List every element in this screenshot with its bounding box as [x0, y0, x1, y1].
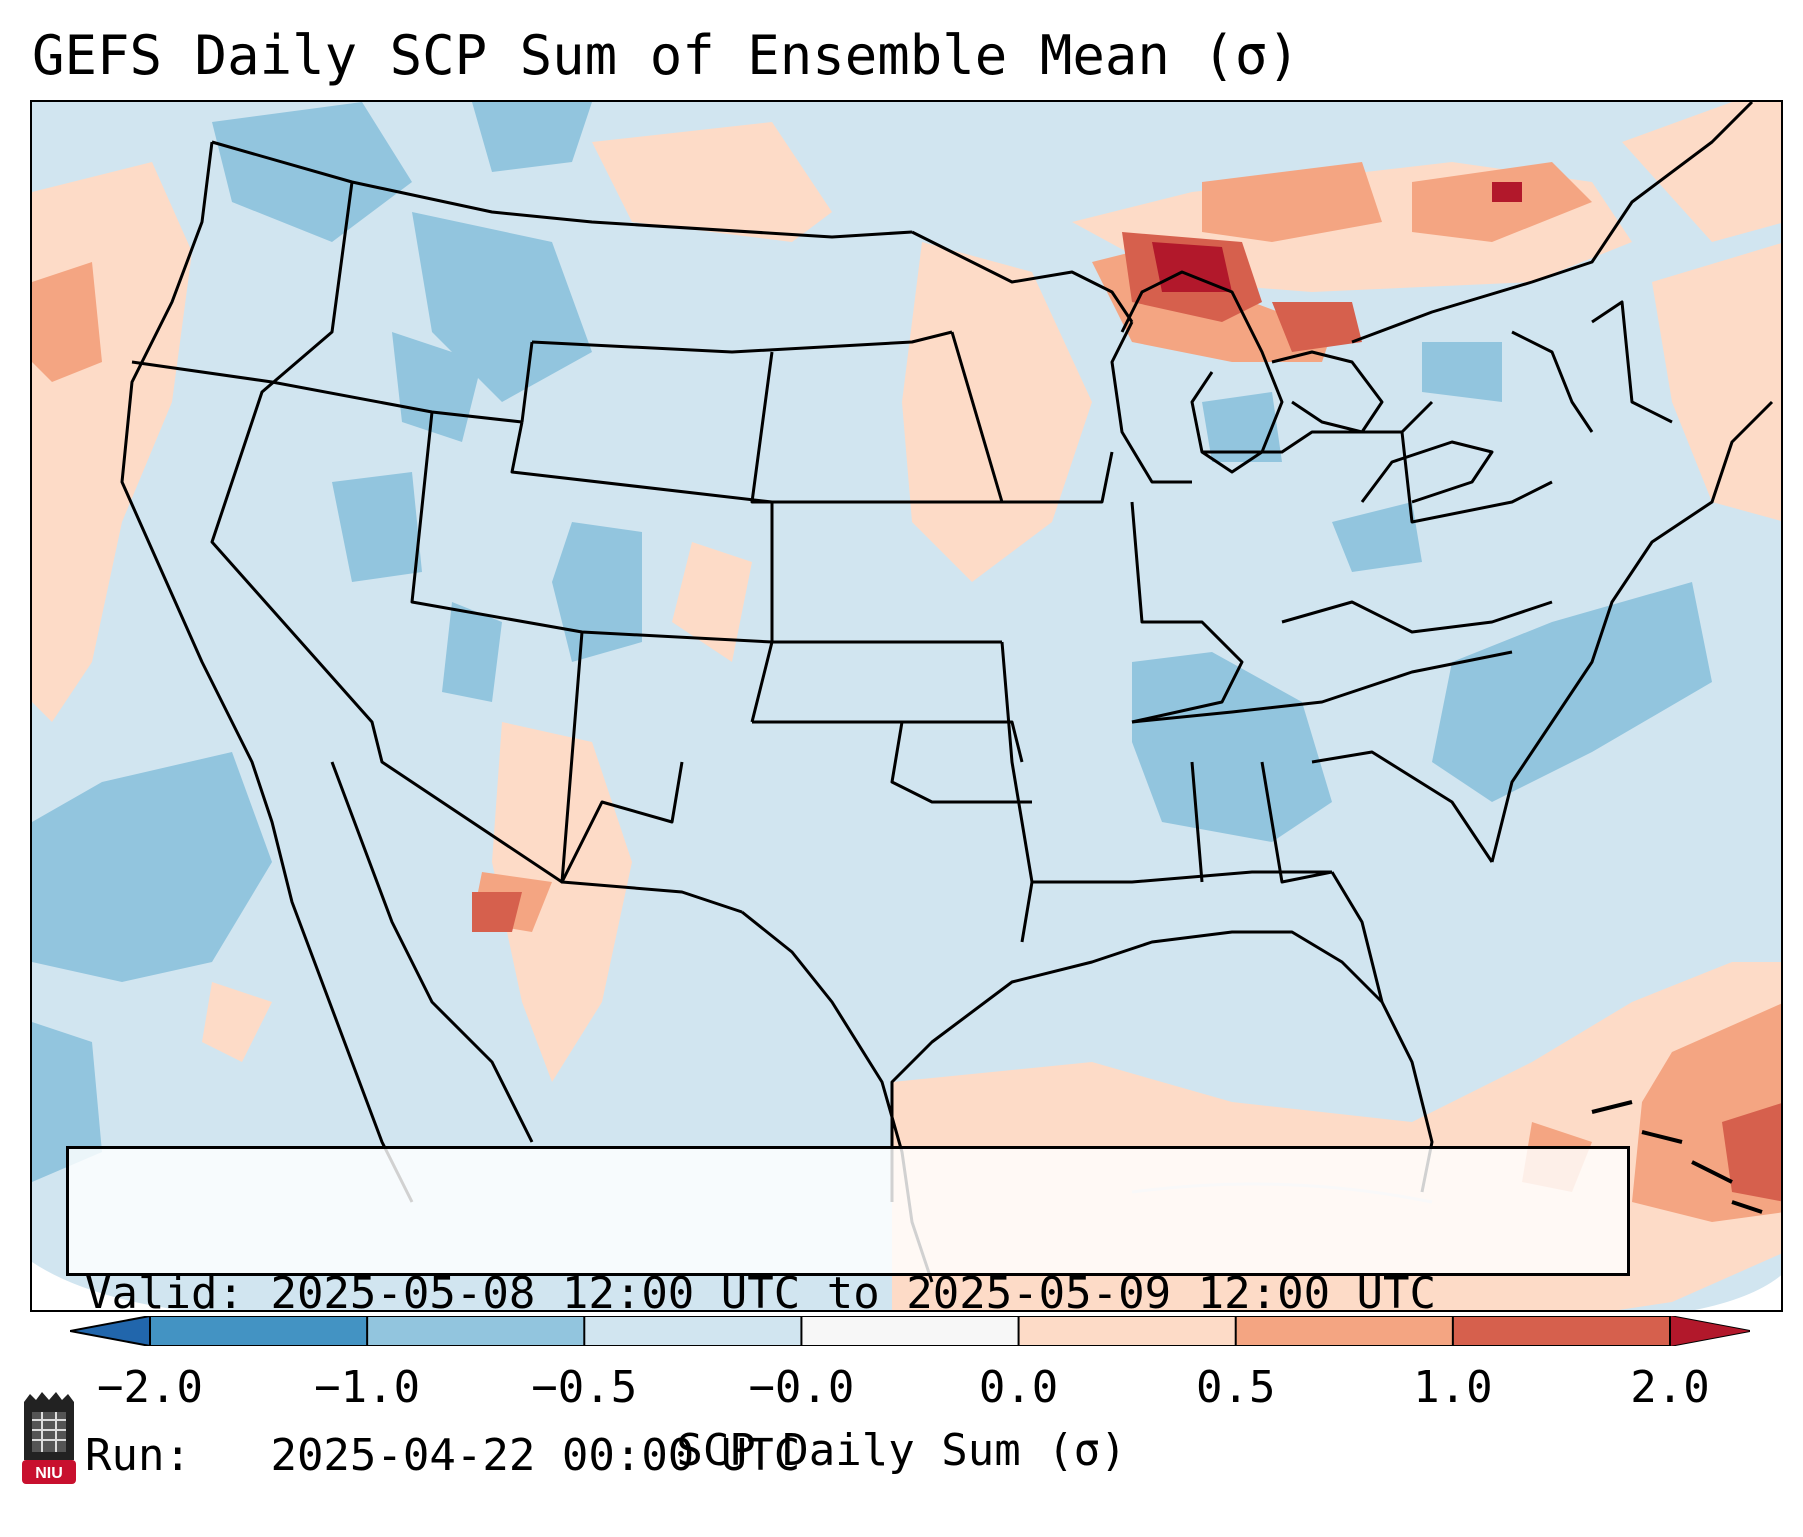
colorbar-tick-label: −0.5 — [531, 1362, 638, 1413]
projection-edge-right — [1694, 1275, 1781, 1310]
colorbar-extend-low — [70, 1316, 150, 1346]
colorbar-extend-high — [1670, 1316, 1750, 1346]
colorbar-tick-label: −2.0 — [97, 1362, 203, 1413]
caribbean-islands — [1591, 1100, 1763, 1214]
state-boundaries — [131, 102, 1754, 943]
svg-text:NIU: NIU — [35, 1465, 63, 1482]
map-title: GEFS Daily SCP Sum of Ensemble Mean (σ) — [32, 24, 1300, 87]
valid-label: Valid: — [85, 1268, 244, 1319]
run-label: Run: — [85, 1430, 191, 1481]
colorbar-segment — [801, 1316, 1020, 1346]
colorbar-tick-label: 0.0 — [978, 1362, 1059, 1413]
anomaly-extreme-positive — [1152, 182, 1522, 292]
colorbar-tick-label: −0.0 — [748, 1362, 855, 1413]
colorbar-tick-label: 2.0 — [1630, 1362, 1710, 1413]
run-value: 2025-04-22 00:00 UTC — [270, 1430, 801, 1481]
colorbar-tick-label: 0.5 — [1195, 1362, 1276, 1413]
colorbar — [70, 1316, 1750, 1346]
colorbar-tick-label: 1.0 — [1413, 1362, 1493, 1413]
colorbar-segment — [367, 1316, 585, 1346]
niu-logo: NIU — [22, 1392, 76, 1484]
map-panel[interactable] — [30, 100, 1783, 1312]
anomaly-medium-negative — [32, 102, 1712, 1182]
valid-value: 2025-05-08 12:00 UTC to 2025-05-09 12:00… — [270, 1268, 1437, 1319]
colorbar-segment — [1235, 1316, 1454, 1346]
valid-run-info-box: Valid: 2025-05-08 12:00 UTC to 2025-05-0… — [66, 1146, 1630, 1481]
map-canvas — [32, 102, 1781, 1310]
colorbar-segment — [1018, 1316, 1237, 1346]
colorbar-segment — [1452, 1316, 1671, 1346]
valid-line: Valid: 2025-05-08 12:00 UTC to 2025-05-0… — [85, 1267, 1611, 1321]
colorbar-segment — [584, 1316, 802, 1346]
colorbar-tick-label: −1.0 — [314, 1362, 421, 1413]
colorbar-segment — [150, 1316, 368, 1346]
colorbar-label: SCP Daily Sum (σ) — [676, 1425, 1127, 1476]
run-line: Run: 2025-04-22 00:00 UTC — [85, 1429, 1611, 1483]
projection-edge-left — [32, 1262, 179, 1310]
